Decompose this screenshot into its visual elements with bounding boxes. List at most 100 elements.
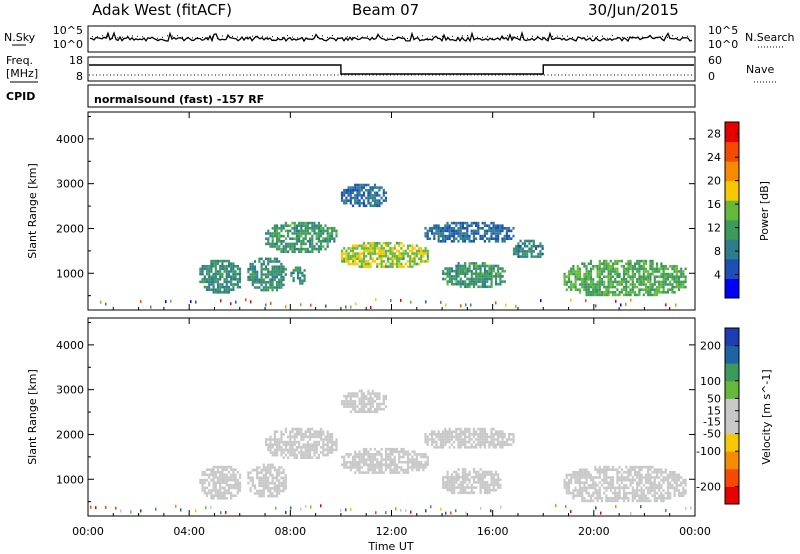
echo-cell-6	[636, 473, 639, 477]
echo-cell-9	[349, 199, 352, 202]
echo-cell-8	[675, 278, 678, 281]
echo-cell-8	[627, 259, 630, 263]
echo-cell-8	[603, 275, 606, 278]
echo-cell-8	[664, 283, 667, 286]
echo-cell-2	[273, 451, 276, 454]
echo-cell-1	[267, 286, 270, 289]
echo-cell-6	[614, 491, 617, 495]
echo-cell-0	[212, 275, 215, 278]
clutter-cell	[480, 506, 482, 510]
echo-cell-7	[523, 252, 527, 256]
echo-cell-8	[633, 283, 637, 286]
clutter-cell	[115, 506, 117, 510]
echo-cell-2	[280, 448, 283, 452]
echo-cell-4	[395, 260, 399, 263]
echo-cell-2	[309, 451, 312, 454]
echo-cell-3	[273, 232, 276, 235]
echo-cell-6	[572, 471, 575, 474]
echo-cell-1	[249, 471, 252, 474]
echo-cell-4	[411, 260, 414, 263]
echo-cell-5	[490, 234, 493, 238]
echo-cell-0	[230, 262, 233, 265]
echo-cell-2	[331, 448, 334, 452]
echo-cell-2	[296, 266, 300, 270]
echo-cell-8	[640, 267, 643, 271]
echo-cell-4	[446, 430, 449, 433]
echo-cell-1	[282, 270, 285, 274]
echo-cell-8	[625, 267, 628, 271]
echo-cell-6	[611, 497, 615, 500]
echo-cell-4	[448, 435, 451, 439]
echo-cell-0	[201, 267, 204, 271]
echo-cell-1	[251, 273, 254, 276]
power-echo-cells	[100, 183, 687, 309]
echo-cell-3	[404, 468, 407, 472]
echo-cell-5	[486, 488, 489, 492]
echo-cell-4	[411, 249, 414, 253]
echo-cell-8	[616, 259, 619, 263]
echo-cell-8	[653, 275, 656, 278]
echo-cell-4	[501, 438, 504, 441]
echo-cell-7	[371, 410, 374, 414]
echo-cell-6	[660, 473, 663, 477]
echo-cell-5	[494, 237, 497, 240]
echo-cell-8	[631, 283, 634, 286]
echo-cell-6	[483, 277, 487, 281]
echo-cell-8	[629, 283, 632, 286]
echo-cell-8	[666, 288, 670, 291]
echo-cell-3	[289, 247, 292, 251]
echo-cell-3	[324, 224, 327, 227]
echo-cell-6	[653, 494, 656, 497]
echo-cell-8	[653, 283, 656, 286]
echo-cell-0	[227, 491, 231, 495]
echo-cell-4	[398, 241, 401, 245]
echo-cell-0	[230, 468, 233, 471]
echo-cell-7	[534, 255, 538, 258]
echo-cell-8	[576, 270, 579, 273]
echo-cell-7	[541, 247, 544, 251]
echo-cell-2	[300, 427, 303, 431]
echo-cell-3	[298, 224, 301, 227]
clutter-cell	[540, 299, 542, 303]
echo-cell-4	[343, 252, 346, 255]
echo-cell-0	[238, 473, 242, 477]
clutter-cell	[665, 509, 667, 512]
echo-cell-5	[499, 483, 502, 487]
echo-cell-2	[313, 446, 316, 449]
echo-cell-3	[300, 242, 303, 246]
echo-cell-8	[587, 278, 590, 281]
y-tick-label: 3000	[56, 178, 84, 191]
echo-cell-4	[470, 443, 473, 446]
echo-cell-6	[671, 486, 674, 490]
echo-cell-2	[306, 440, 309, 444]
echo-cell-5	[488, 486, 491, 489]
echo-cell-8	[609, 280, 612, 284]
echo-cell-8	[594, 265, 597, 268]
echo-cell-3	[400, 450, 403, 454]
echo-cell-6	[574, 486, 577, 490]
echo-cell-6	[594, 484, 597, 487]
echo-cell-4	[466, 435, 469, 439]
echo-cell-5	[444, 481, 447, 484]
echo-cell-6	[457, 269, 460, 273]
echo-cell-4	[479, 443, 482, 446]
echo-cell-1	[269, 474, 272, 477]
echo-cell-0	[216, 468, 220, 471]
echo-cell-4	[351, 260, 355, 263]
echo-cell-2	[267, 448, 270, 452]
echo-cell-8	[633, 275, 637, 278]
echo-cell-4	[360, 257, 363, 261]
echo-cell-4	[497, 438, 500, 441]
echo-cell-4	[475, 438, 478, 441]
echo-cell-8	[662, 265, 665, 268]
echo-cell-0	[223, 491, 226, 495]
echo-cell-6	[589, 499, 593, 503]
echo-cell-3	[367, 453, 370, 456]
colorbar-frame	[724, 121, 740, 299]
echo-cell-5	[459, 481, 462, 484]
echo-cell-6	[563, 481, 566, 484]
echo-cell-7	[530, 239, 533, 243]
echo-cell-9	[351, 204, 355, 208]
echo-cell-4	[384, 241, 388, 245]
echo-cell-6	[680, 494, 683, 497]
